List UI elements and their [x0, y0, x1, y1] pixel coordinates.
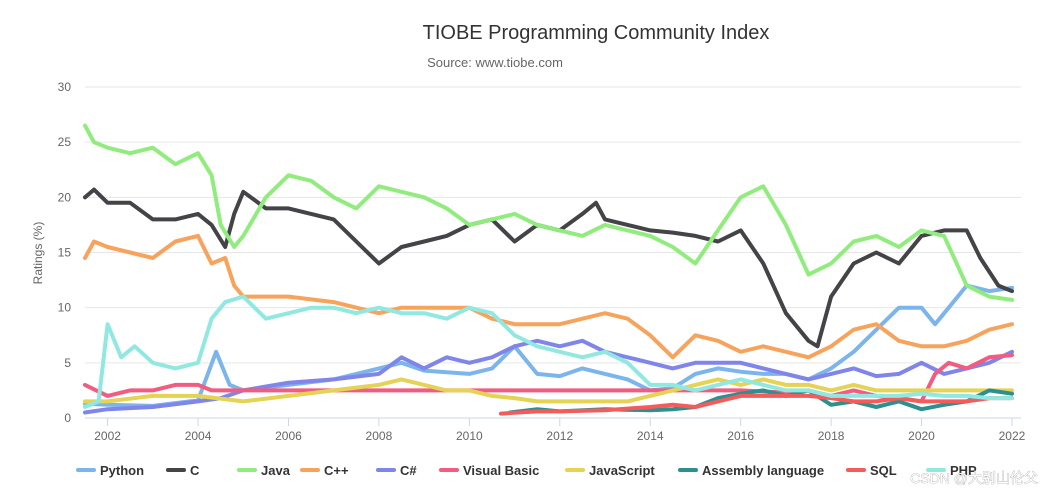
- axes: [85, 417, 1021, 426]
- series-line-javascript[interactable]: [83, 377, 1014, 404]
- grid: [85, 86, 1021, 364]
- legend-item-php[interactable]: PHP: [926, 463, 977, 478]
- series-line-java[interactable]: [83, 123, 1014, 302]
- legend-item-python[interactable]: Python: [76, 463, 144, 478]
- legend-label: Visual Basic: [463, 463, 539, 478]
- y-tick-label: 0: [64, 411, 71, 425]
- x-tick-label: 2008: [366, 429, 393, 443]
- legend: Python C Java C++ C# Visual Basic JavaScript As…: [76, 463, 977, 478]
- legend-label: C: [190, 463, 200, 478]
- x-tick-label: 2016: [727, 429, 754, 443]
- legend-label: Python: [100, 463, 144, 478]
- x-tick-labels: 2002 2004 2006 2008 2010 2012 2014 2016 2018 2020…: [94, 429, 1025, 443]
- series-line-sql[interactable]: [499, 393, 1014, 416]
- legend-label: C#: [400, 463, 417, 478]
- y-tick-label: 20: [58, 190, 72, 204]
- legend-item-visual-basic[interactable]: Visual Basic: [439, 463, 539, 478]
- x-tick-label: 2006: [275, 429, 302, 443]
- x-tick-label: 2010: [456, 429, 483, 443]
- series-layer: [83, 123, 1014, 416]
- y-tick-label: 5: [64, 356, 71, 370]
- chart-title: TIOBE Programming Community Index: [423, 22, 770, 44]
- x-tick-label: 2004: [185, 429, 212, 443]
- y-axis-title: Ratings (%): [31, 222, 45, 285]
- y-tick-label: 15: [58, 246, 72, 260]
- legend-label: SQL: [870, 463, 897, 478]
- y-tick-label: 10: [58, 301, 72, 315]
- y-tick-label: 25: [58, 135, 72, 149]
- legend-item-javascript[interactable]: JavaScript: [565, 463, 655, 478]
- x-tick-label: 2014: [637, 429, 664, 443]
- y-tick-label: 30: [58, 80, 72, 94]
- x-tick-label: 2022: [999, 429, 1026, 443]
- legend-label: C++: [324, 463, 349, 478]
- legend-item-c[interactable]: C++: [300, 463, 349, 478]
- series-line-php[interactable]: [83, 294, 1014, 409]
- legend-label: Assembly language: [702, 463, 824, 478]
- x-tick-label: 2012: [546, 429, 573, 443]
- watermark: CSDN @大别山伦父: [910, 470, 1038, 486]
- legend-label: JavaScript: [589, 463, 655, 478]
- legend-item-java[interactable]: Java: [237, 463, 291, 478]
- chart-subtitle: Source: www.tiobe.com: [427, 55, 563, 70]
- legend-item-assembly-language[interactable]: Assembly language: [678, 463, 824, 478]
- x-tick-label: 2018: [818, 429, 845, 443]
- legend-label: Java: [261, 463, 291, 478]
- series-line-c[interactable]: [83, 233, 1014, 360]
- legend-item-c[interactable]: C: [166, 463, 200, 478]
- legend-item-c[interactable]: C#: [376, 463, 417, 478]
- legend-label: PHP: [950, 463, 977, 478]
- y-tick-labels: 0 5 10 15 20 25 30: [58, 80, 72, 425]
- legend-item-sql[interactable]: SQL: [846, 463, 897, 478]
- x-tick-label: 2020: [908, 429, 935, 443]
- x-tick-label: 2002: [94, 429, 121, 443]
